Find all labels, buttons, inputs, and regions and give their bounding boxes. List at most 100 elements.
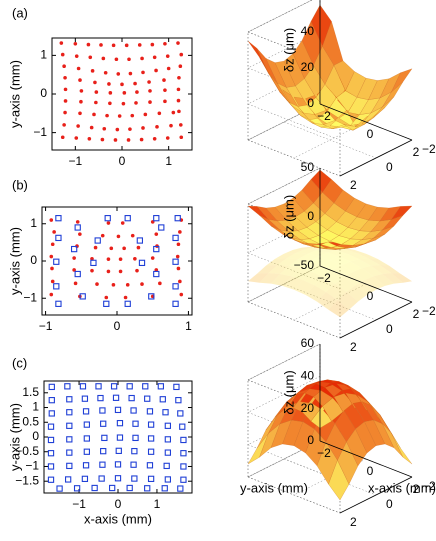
x-tick-label: −1 — [68, 154, 82, 168]
red-point — [63, 75, 67, 80]
z-tick-label: 60 — [301, 0, 315, 2]
surface-reflection-patch — [282, 276, 303, 290]
blue-point — [180, 436, 187, 444]
red-point — [72, 268, 76, 272]
red-point — [128, 71, 133, 76]
blue-point — [124, 215, 131, 222]
z-tick-label: 0 — [307, 96, 314, 110]
surface-reflection-patch — [380, 265, 401, 274]
surface-reflection-patch — [391, 273, 412, 283]
blue-point — [163, 462, 170, 470]
blue-point — [172, 300, 179, 307]
x-tick-label: 0 — [119, 154, 126, 168]
blue-point — [66, 396, 73, 403]
red-point — [75, 220, 80, 224]
blue-point — [55, 215, 62, 222]
red-point — [162, 78, 166, 82]
red-point — [62, 123, 66, 127]
blue-point — [100, 420, 107, 427]
y-tick-label: 2 — [350, 515, 357, 529]
blue-point — [83, 435, 90, 442]
surface-reflection-patch — [298, 253, 319, 262]
x-tick-label: 1 — [154, 497, 161, 511]
surface-reflection-patch — [382, 273, 403, 284]
z-axis-label: δz (μm) — [281, 370, 296, 414]
blue-point — [116, 434, 124, 441]
pane-edge — [247, 167, 321, 205]
blue-point — [130, 461, 137, 468]
red-point — [127, 57, 131, 62]
blue-point — [147, 421, 155, 428]
surface-reflection-patch — [362, 265, 383, 277]
surface-reflection-patch — [359, 258, 380, 266]
red-point — [178, 64, 183, 68]
surface-reflection-patch — [371, 265, 392, 275]
blue-point — [180, 476, 187, 483]
red-point — [176, 98, 181, 103]
red-point — [158, 281, 162, 286]
x-tick-label: 2 — [413, 307, 420, 321]
blue-point — [99, 407, 106, 414]
blue-point — [146, 462, 154, 469]
surface-reflection-patch — [368, 258, 389, 266]
blue-point — [81, 475, 89, 483]
red-point — [108, 101, 112, 106]
blue-point — [64, 476, 72, 483]
red-point — [177, 75, 181, 80]
blue-point — [147, 435, 155, 442]
red-point — [114, 57, 119, 62]
y-tick-label: −0.5 — [15, 444, 39, 458]
red-point — [177, 109, 181, 114]
blue-point — [132, 420, 139, 427]
red-point — [106, 257, 111, 261]
blue-point — [132, 434, 139, 442]
x-tick-label: −1 — [72, 497, 86, 511]
x-axis-line — [319, 103, 413, 141]
surface-reflection-patch — [314, 277, 335, 293]
floor-gridline — [283, 121, 377, 159]
red-point — [121, 101, 126, 106]
blue-point — [159, 396, 166, 403]
red-point — [63, 99, 68, 103]
surface-reflection-patch — [353, 268, 374, 281]
x-tick-label: 0 — [367, 127, 374, 141]
red-point — [62, 64, 66, 68]
y-tick-label: 1 — [40, 48, 47, 62]
red-point — [130, 233, 135, 238]
red-point — [90, 256, 94, 261]
y-tick-label: −1 — [25, 459, 39, 473]
red-point — [101, 56, 106, 61]
y-axis-label: y-axis (mm) — [7, 60, 22, 128]
red-point — [109, 246, 114, 251]
floor-gridline — [293, 458, 367, 496]
z-tick-label: 60 — [301, 336, 315, 350]
red-point — [140, 282, 144, 286]
y-tick-label: −1.5 — [15, 473, 39, 487]
red-point — [90, 69, 95, 73]
red-point — [118, 257, 123, 261]
floor-gridline — [247, 103, 321, 141]
blue-point — [114, 461, 122, 468]
red-point — [89, 125, 94, 130]
pane-edge — [247, 0, 313, 33]
plot-frame — [41, 206, 193, 316]
surface-reflection-patch — [337, 292, 358, 310]
pane-edge — [247, 265, 321, 303]
blue-point — [180, 450, 187, 457]
blue-point — [172, 258, 179, 265]
blue-point — [131, 447, 138, 455]
red-point — [136, 245, 141, 250]
surface-patch — [391, 68, 413, 93]
surface-reflection-patch — [312, 265, 333, 278]
y-axis-label: y-axis (mm) — [240, 480, 308, 495]
red-point — [133, 81, 137, 86]
red-point — [150, 256, 155, 260]
red-point — [50, 266, 54, 271]
surface-reflection-patch — [346, 285, 367, 302]
surface-reflection-patch — [336, 249, 357, 254]
red-point — [60, 135, 65, 140]
red-point — [73, 41, 78, 46]
blue-point — [146, 408, 154, 415]
